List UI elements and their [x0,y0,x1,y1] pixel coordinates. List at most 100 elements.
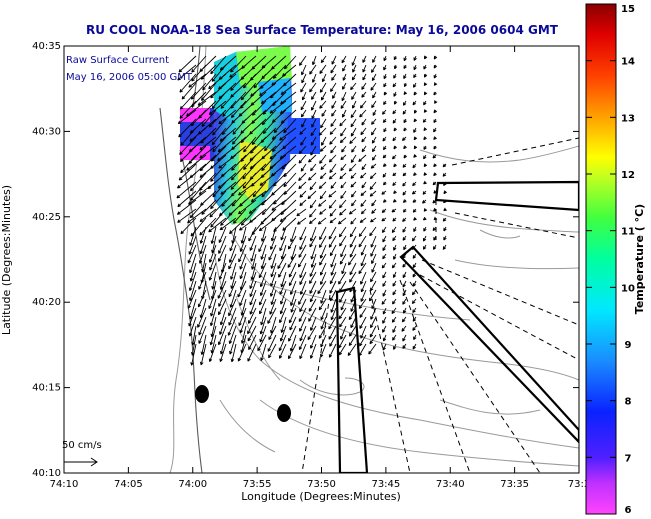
current-vector [248,199,267,214]
current-vector [392,325,397,333]
current-vector [339,199,347,209]
current-vector [278,343,287,359]
current-vector [341,82,347,90]
current-vector [360,190,367,197]
current-vector [233,208,247,224]
current-vector [240,208,257,226]
current-vector [340,244,347,258]
current-vector [278,334,287,352]
current-vector [433,64,438,69]
current-vector [197,289,207,308]
current-vector [190,343,197,366]
y-tick-label: 40:20 [32,297,61,308]
current-vector [176,172,197,189]
current-vector [369,334,377,345]
current-vector [202,73,217,91]
current-vector [310,163,317,172]
current-vector [328,325,337,340]
current-vector [413,217,417,221]
current-vector [340,181,347,189]
current-vector [228,325,237,345]
current-vector [301,64,307,76]
current-vector [423,172,428,176]
current-vector [238,181,257,196]
current-vector [339,208,347,216]
current-vector [329,334,337,347]
current-vector [230,343,237,363]
current-vector [218,109,237,125]
current-vector [319,82,327,93]
current-vector [423,109,428,113]
current-vector [433,145,437,150]
current-vector [249,235,257,251]
current-vector [403,127,407,132]
current-vector [227,316,237,336]
current-vector [199,226,207,244]
current-vector [369,226,377,237]
current-vector [433,55,438,60]
current-vector [381,190,387,195]
current-vector [307,190,317,200]
current-vector [382,316,387,324]
current-vector [269,298,277,315]
current-vector [300,109,307,118]
current-vector [369,172,377,180]
current-vector [432,244,437,250]
y-axis: 40:35 40:30 40:25 40:20 40:15 40:10 [32,41,579,479]
current-vector [299,235,307,251]
current-vector [329,280,337,294]
current-vector [352,64,357,73]
current-vector [402,334,407,342]
current-vector [351,145,357,153]
current-vector [411,190,417,195]
current-vector [328,226,337,240]
current-vector [402,100,407,106]
current-vector [371,298,377,310]
current-vector [309,271,317,284]
current-vector [403,91,408,95]
current-vector [190,172,207,192]
current-vector [278,262,287,278]
current-vector [342,64,347,72]
current-vector [403,82,408,88]
current-vector [178,55,197,73]
current-vector [218,289,227,307]
current-vector [340,190,347,199]
current-vector [383,82,387,88]
current-vector [240,82,257,101]
current-vector [413,127,417,133]
current-vector [412,307,417,313]
current-vector [238,244,247,263]
current-vector [319,145,327,152]
current-vector [310,244,317,260]
current-vector [309,82,317,93]
current-vector [270,271,277,287]
current-vector [329,208,337,217]
current-vector [381,109,387,115]
current-vector [402,190,407,196]
current-vector [261,181,277,198]
current-vector [339,289,347,303]
current-vector [231,127,247,145]
current-vector [248,226,257,242]
current-vector [381,298,387,305]
current-vector [300,136,307,146]
current-vector [402,199,407,203]
current-vector [358,262,367,275]
colorbar-label: Temperature ( °C) [633,204,646,314]
current-vector [211,271,217,290]
current-vector [253,73,267,89]
current-vector [339,136,347,144]
current-vector [211,127,227,146]
colorbar-tick-label: 14 [621,57,635,68]
current-vector [402,217,407,222]
current-vector [421,199,427,204]
current-vector [330,307,337,321]
current-vector [310,253,317,268]
current-vector [319,100,327,109]
current-vector [413,136,418,141]
current-vector [218,235,227,254]
current-vector [298,307,307,322]
colorbar-tick-label: 8 [625,397,632,408]
current-vector [189,280,197,302]
